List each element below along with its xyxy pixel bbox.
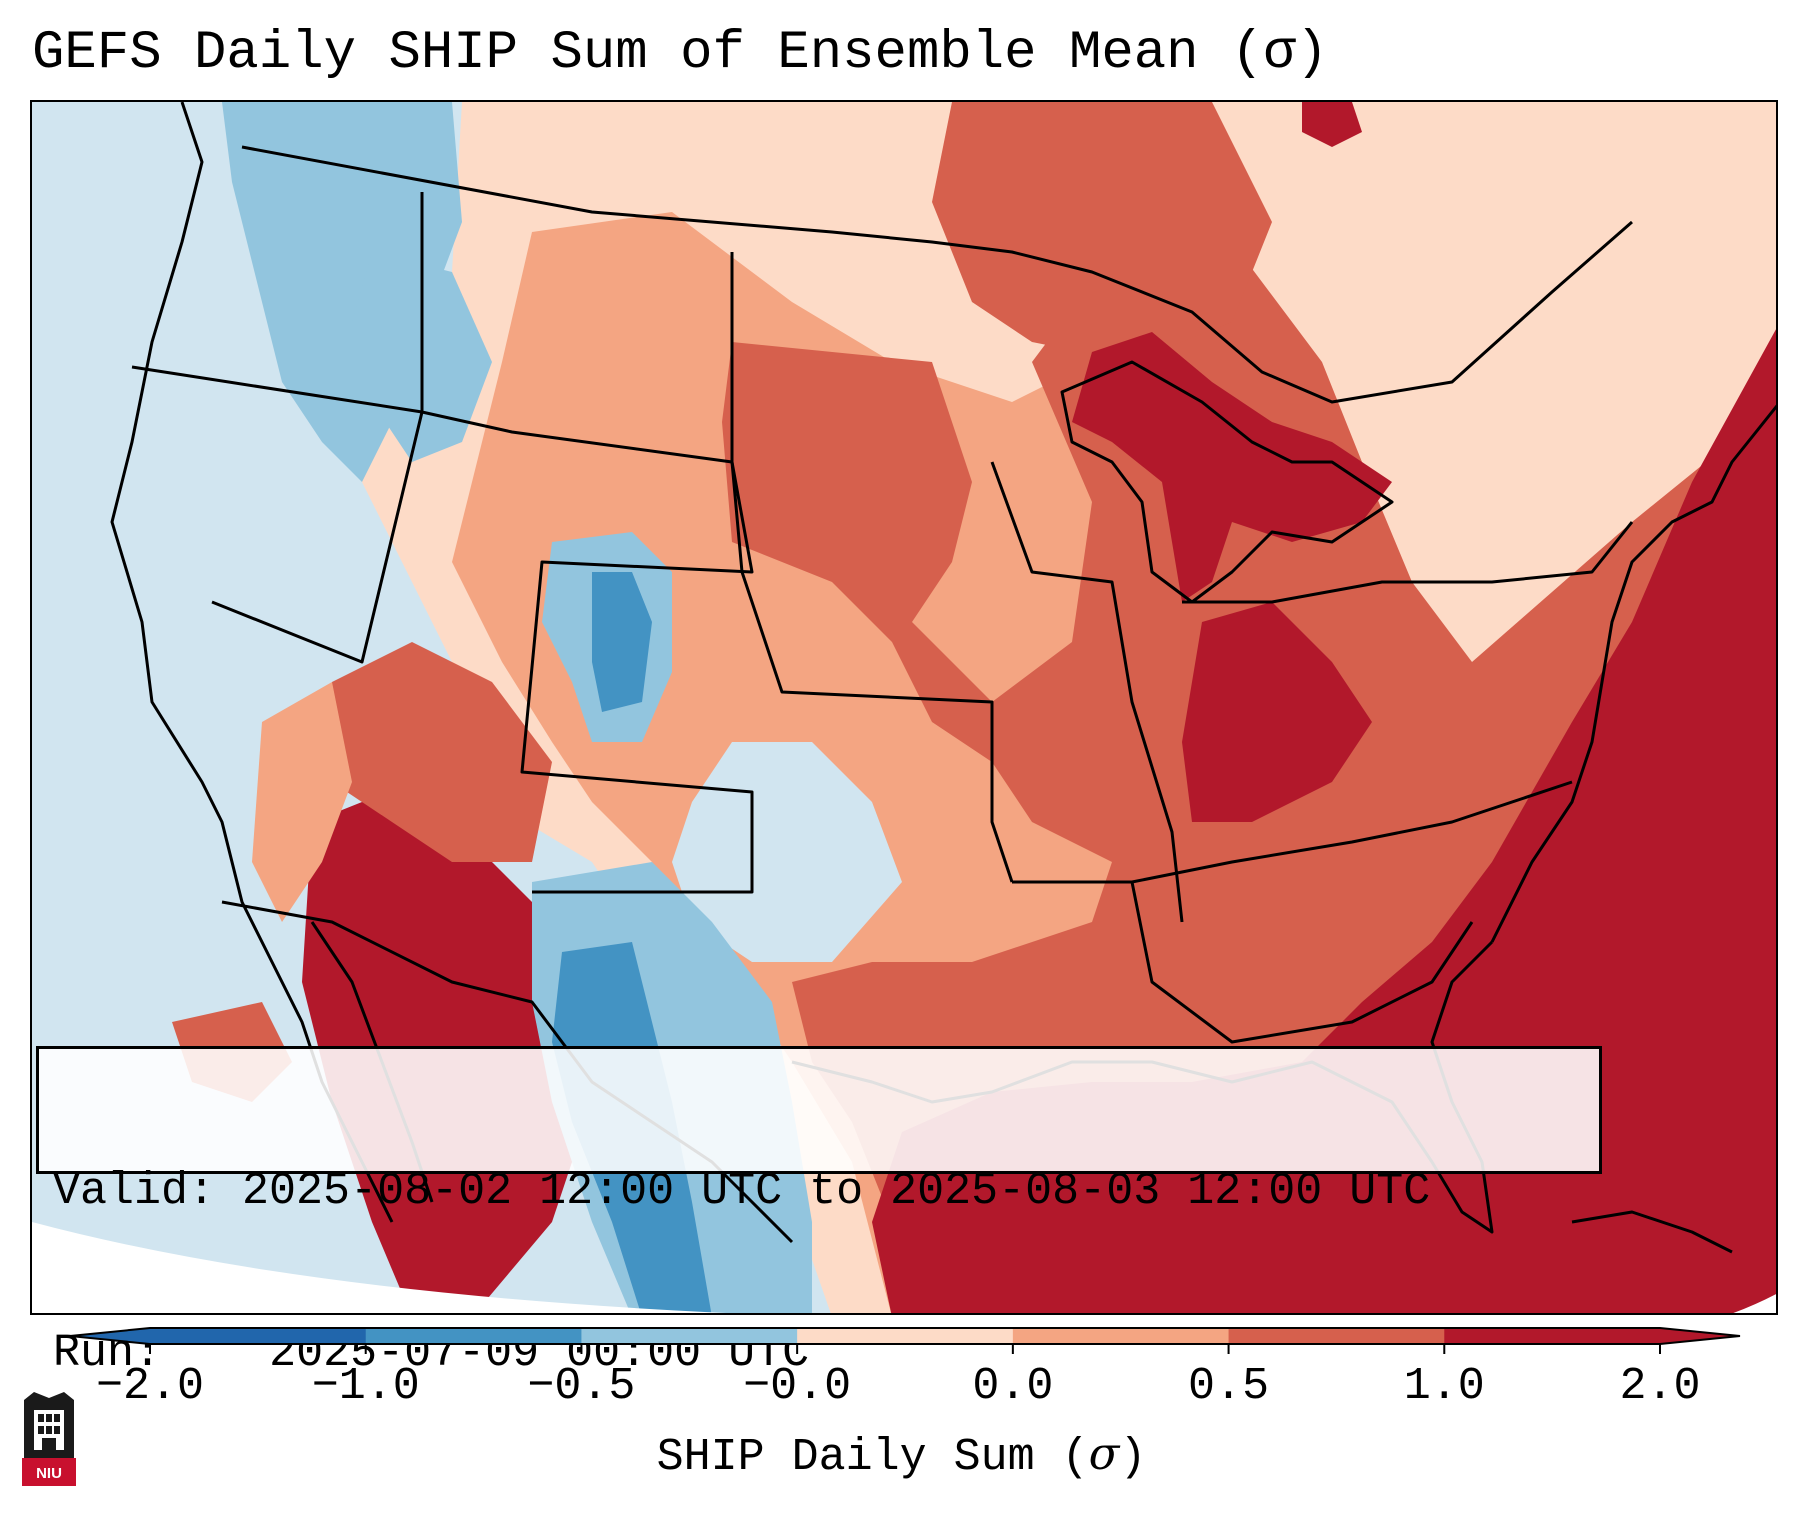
atlantic-coast (1490, 404, 1776, 943)
texas-pale-blue (672, 742, 902, 962)
colorbar-segments (70, 1328, 1740, 1344)
colorbar-ticks (149, 1344, 1661, 1354)
state-line-southeast (1130, 881, 1474, 1044)
state-line-plains (730, 252, 1014, 883)
colorbar-segment (1012, 1328, 1230, 1344)
state-line-central (990, 461, 1184, 923)
colorbar-outline (69, 1327, 1741, 1345)
colorbar-segment (150, 1328, 367, 1344)
great-lakes-outline (1060, 360, 1394, 604)
colorbar-label-prefix: SHIP Daily Sum ( (656, 1432, 1089, 1483)
state-line-mountain (420, 192, 754, 894)
projection-edge-corner-right (1733, 1294, 1776, 1313)
colorbar-segment (1444, 1328, 1661, 1344)
ohio-valley-dark-red (1182, 602, 1372, 822)
niu-logo-icon (22, 1392, 76, 1486)
canada-border (241, 145, 1633, 404)
cuba-outline (1571, 1210, 1733, 1254)
valid-label: Valid: (53, 1166, 216, 1217)
colorbar-segment (797, 1328, 1014, 1344)
colorbar-tick-label: −1.0 (311, 1361, 420, 1412)
colorbar-tick-label: 0.5 (1188, 1361, 1270, 1412)
projection-edge-corner (32, 1222, 727, 1313)
colorbar-label-suffix: ) (1119, 1432, 1147, 1483)
colorbar (69, 1327, 1741, 1354)
colorbar-tick-label: −0.0 (743, 1361, 852, 1412)
hudson-bay-dark-red (1302, 102, 1362, 147)
upper-midwest-red (932, 102, 1272, 362)
valid-run-info-box: Valid: 2025-08-02 12:00 UTC to 2025-08-0… (36, 1046, 1602, 1379)
colorbar-segment (365, 1328, 582, 1344)
colorbar-segment (581, 1328, 798, 1344)
southwest-red (332, 642, 552, 862)
niu-logo-text: NIU (36, 1465, 62, 1482)
map-title: GEFS Daily SHIP Sum of Ensemble Mean (σ) (32, 23, 1329, 84)
colorbar-label-symbol: σ (1088, 1427, 1120, 1480)
west-peach (252, 682, 352, 922)
colorbar-extend-high (1660, 1328, 1740, 1344)
colorbar-tick-label: −2.0 (95, 1361, 205, 1412)
state-line-east (1182, 521, 1634, 604)
valid-line: Valid: 2025-08-02 12:00 UTC to 2025-08-0… (53, 1165, 1585, 1219)
colorbar-segment (1228, 1328, 1445, 1344)
niu-logo: NIU (20, 1392, 78, 1488)
state-line-south (1012, 780, 1573, 884)
valid-value: 2025-08-02 12:00 UTC to 2025-08-03 12:00… (242, 1166, 1431, 1217)
colorado-blue (592, 572, 652, 712)
colorbar-tick-label: 0.0 (972, 1361, 1054, 1412)
colorbar-label: SHIP Daily Sum (σ) (0, 1426, 1803, 1486)
state-line-west (131, 365, 424, 664)
colorbar-tick-label: 2.0 (1619, 1361, 1701, 1412)
colorbar-tick-label: −0.5 (527, 1361, 636, 1412)
colorbar-tick-label: 1.0 (1403, 1361, 1485, 1412)
colorbar-extend-low (70, 1328, 150, 1344)
great-lakes-dark-red (1072, 332, 1392, 602)
